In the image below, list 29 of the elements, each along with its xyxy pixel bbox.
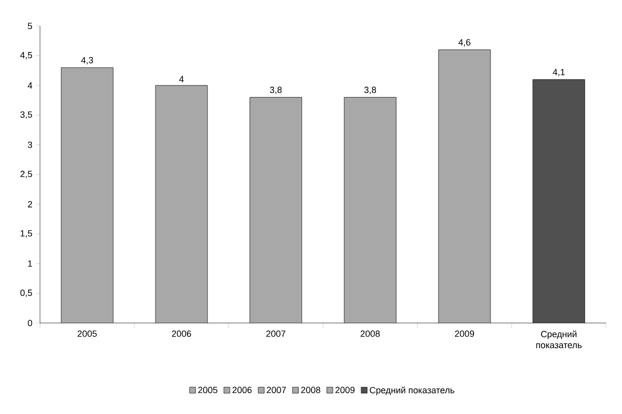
x-tick-label: 2008 [360, 330, 380, 337]
y-tick-label: 0,5 [20, 290, 32, 297]
y-tick-label: 4,5 [20, 52, 32, 60]
legend-label: 2009 [335, 386, 355, 394]
x-tick-label: Средний показатель [536, 330, 582, 348]
legend-label: Средний показатель [370, 386, 454, 396]
data-label: 4,1 [552, 68, 565, 76]
legend-label: 2007 [266, 386, 286, 394]
legend-label: 2006 [232, 386, 252, 394]
legend-label: 2005 [198, 386, 218, 394]
y-tick-label: 3 [28, 142, 32, 148]
y-tick-label: 1,5 [20, 230, 32, 238]
data-label: 3,8 [364, 86, 376, 94]
y-tick-label: 4 [28, 82, 32, 88]
x-tick-label: 2007 [266, 330, 286, 337]
x-tick-label: 2006 [172, 330, 192, 337]
x-tick-label: 2005 [78, 330, 97, 337]
y-tick-label: 0 [28, 320, 32, 326]
data-label: 4,6 [458, 39, 470, 47]
y-tick-label: 2 [28, 201, 32, 208]
data-label: 4,3 [81, 56, 94, 64]
data-label: 4 [179, 76, 184, 82]
y-tick-label: 5 [28, 22, 32, 30]
y-tick-label: 3,5 [20, 111, 32, 119]
y-tick-label: 2,5 [20, 170, 32, 178]
legend-label: 2008 [301, 386, 320, 394]
data-label: 3,8 [270, 86, 282, 94]
x-tick-label: 2009 [454, 330, 474, 337]
y-tick-label: 1 [28, 260, 32, 267]
